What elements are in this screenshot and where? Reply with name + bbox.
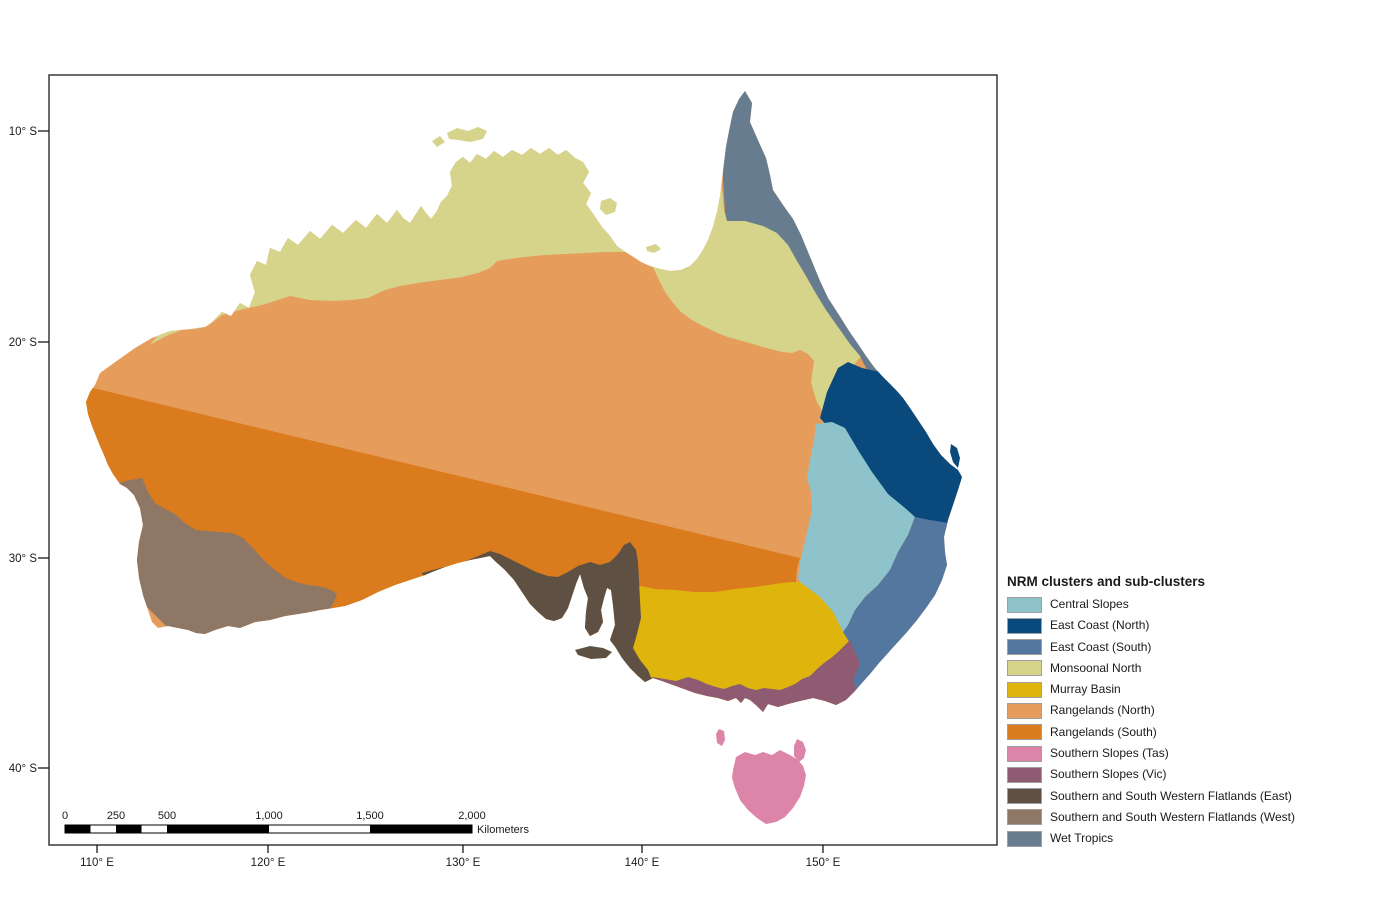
legend-label: Monsoonal North <box>1050 660 1142 675</box>
scale-bar-segment <box>65 825 91 833</box>
legend-item-southern-slopes-tas: Southern Slopes (Tas) <box>1007 745 1379 762</box>
island-king <box>716 729 725 746</box>
scale-label-2000: 2,000 <box>458 810 486 822</box>
lat-label-20s: 20° S <box>9 337 38 349</box>
legend-label: Southern Slopes (Vic) <box>1050 767 1167 782</box>
scale-label-1000: 1,000 <box>255 810 283 822</box>
region-central-slopes <box>798 422 915 632</box>
lat-label-40s: 40° S <box>9 763 38 775</box>
legend-item-murray-basin: Murray Basin <box>1007 681 1379 698</box>
legend-swatch <box>1007 639 1042 656</box>
island-fraser <box>950 444 960 468</box>
scale-label-250: 250 <box>107 810 125 822</box>
scale-bar-segment <box>116 825 142 833</box>
lat-label-30s: 30° S <box>9 553 38 565</box>
scale-label-1500: 1,500 <box>356 810 384 822</box>
legend-item-southern-slopes-vic: Southern Slopes (Vic) <box>1007 766 1379 783</box>
region-sswf-west <box>100 478 337 655</box>
legend-item-central-slopes: Central Slopes <box>1007 596 1379 613</box>
scale-bar: 0 250 500 1,000 1,500 2,000 Kilometers <box>62 810 530 836</box>
scale-label-500: 500 <box>158 810 176 822</box>
legend-item-rangelands-south: Rangelands (South) <box>1007 724 1379 741</box>
scale-unit-label: Kilometers <box>477 824 529 836</box>
island-groote <box>600 198 617 215</box>
island-tasmania <box>732 750 806 824</box>
scale-bar-segment <box>167 825 269 833</box>
legend-swatch <box>1007 702 1042 719</box>
legend-swatch <box>1007 745 1042 762</box>
legend: NRM clusters and sub-clusters Central Sl… <box>1007 574 1379 853</box>
legend-swatch <box>1007 596 1042 613</box>
legend-swatch <box>1007 809 1042 826</box>
lon-label-120e: 120° E <box>251 857 286 869</box>
legend-label: Central Slopes <box>1050 597 1129 611</box>
latitude-ticks <box>38 130 49 769</box>
island-melville <box>447 127 487 142</box>
legend-item-wet-tropics: Wet Tropics <box>1007 830 1379 847</box>
lon-label-130e: 130° E <box>446 857 481 869</box>
legend-item-rangelands-north: Rangelands (North) <box>1007 702 1379 719</box>
lat-label-10s: 10° S <box>9 126 38 138</box>
legend-swatch <box>1007 766 1042 783</box>
legend-item-east-coast-north: East Coast (North) <box>1007 617 1379 634</box>
scale-bar-segment <box>370 825 472 833</box>
legend-swatch <box>1007 830 1042 847</box>
legend-label: Southern Slopes (Tas) <box>1050 746 1169 761</box>
legend-item-monsoonal-north: Monsoonal North <box>1007 660 1379 677</box>
legend-swatch <box>1007 617 1042 634</box>
longitude-ticks <box>96 845 824 853</box>
legend-label: Wet Tropics <box>1050 831 1114 846</box>
island-kangaroo <box>575 646 612 659</box>
legend-label: Rangelands (South) <box>1050 724 1157 739</box>
legend-title: NRM clusters and sub-clusters <box>1007 574 1206 589</box>
legend-swatch <box>1007 788 1042 805</box>
legend-label: Murray Basin <box>1050 682 1121 697</box>
legend-swatch <box>1007 724 1042 741</box>
legend-label: Southern and South Western Flatlands (We… <box>1050 809 1296 824</box>
island-bathurst <box>432 136 445 147</box>
lon-label-140e: 140° E <box>625 857 660 869</box>
lon-label-110e: 110° E <box>80 857 114 869</box>
legend-item-east-coast-south: East Coast (South) <box>1007 639 1379 656</box>
island-flinders <box>794 739 806 762</box>
legend-label: Southern and South Western Flatlands (Ea… <box>1050 788 1292 803</box>
legend-label: East Coast (South) <box>1050 639 1152 654</box>
legend-item-sswf-west: Southern and South Western Flatlands (We… <box>1007 809 1379 826</box>
scale-label-0: 0 <box>62 810 68 822</box>
legend-swatch <box>1007 681 1042 698</box>
legend-swatch <box>1007 660 1042 677</box>
lon-label-150e: 150° E <box>806 857 841 869</box>
legend-label: Rangelands (North) <box>1050 703 1155 718</box>
island-mornington <box>646 244 661 253</box>
legend-label: East Coast (North) <box>1050 618 1150 633</box>
legend-item-sswf-east: Southern and South Western Flatlands (Ea… <box>1007 788 1379 805</box>
